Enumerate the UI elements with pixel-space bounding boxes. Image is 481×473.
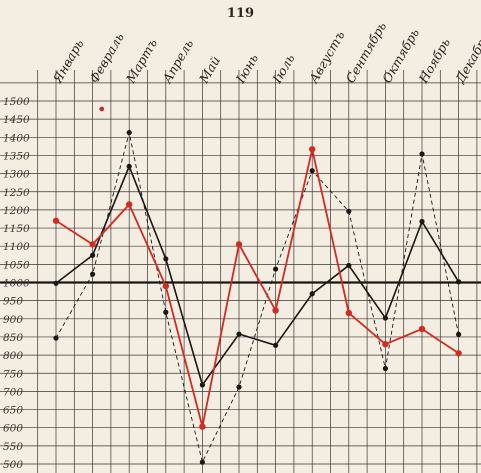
month-label: Мартъ (122, 36, 160, 86)
y-tick-label: 1350 (3, 150, 30, 162)
series-line-1 (55, 132, 460, 463)
month-label: Январь (49, 36, 87, 86)
y-tick-label: 650 (3, 405, 23, 417)
month-label: Іюль (269, 51, 298, 86)
data-point (272, 307, 279, 314)
data-point (89, 241, 96, 248)
y-tick-label: 1200 (3, 205, 30, 217)
data-point (273, 342, 279, 348)
series-line-2 (55, 148, 460, 428)
data-point (418, 325, 426, 333)
y-tick-label: 600 (3, 423, 23, 435)
data-point (52, 217, 60, 224)
data-point (199, 459, 205, 465)
data-point (345, 309, 352, 317)
data-point (273, 266, 279, 272)
data-point (419, 218, 425, 225)
data-point (346, 262, 352, 269)
data-point (419, 151, 425, 157)
month-label: Апрель (159, 37, 196, 87)
data-point (456, 279, 462, 285)
data-point (309, 291, 315, 297)
data-point (455, 350, 462, 357)
grid (0, 70, 481, 473)
y-tick-label: 1000 (3, 278, 30, 290)
y-tick-label: 750 (3, 368, 23, 380)
data-point (53, 335, 59, 341)
data-point (162, 282, 169, 290)
y-tick-label: 1050 (3, 259, 30, 271)
data-point (163, 256, 169, 262)
data-point (53, 280, 59, 286)
stray-point (99, 106, 105, 112)
data-point (90, 271, 96, 277)
series-line-0 (55, 165, 460, 386)
y-tick-label: 900 (3, 314, 23, 326)
data-point (382, 341, 389, 348)
y-tick-label: 800 (3, 350, 23, 362)
y-tick-label: 1150 (3, 223, 30, 235)
month-label: Ноябрь (415, 35, 453, 86)
y-tick-label: 850 (3, 332, 23, 344)
y-tick-label: 1500 (3, 96, 30, 108)
page-number: 119 (226, 6, 255, 21)
month-label: Іюнь (232, 51, 261, 86)
y-tick-label: 1250 (3, 187, 30, 199)
data-point (309, 146, 316, 153)
data-point (163, 309, 169, 315)
y-tick-label: 1300 (3, 169, 30, 181)
month-label: Февраль (86, 30, 127, 86)
y-tick-label: 550 (3, 441, 23, 453)
series-layer (52, 106, 462, 465)
data-point (236, 331, 242, 337)
y-tick-label: 700 (3, 386, 23, 398)
y-tick-label: 1100 (3, 241, 30, 253)
y-axis-labels: 500 550 600 650 700 750 800 850 900 950 1000 1050 11… (3, 96, 30, 471)
data-point (126, 129, 132, 136)
y-tick-label: 1400 (3, 132, 30, 144)
y-tick-label: 1450 (3, 114, 30, 126)
month-label: Августъ (305, 28, 347, 86)
data-point (90, 252, 96, 258)
y-tick-label: 500 (3, 459, 23, 471)
data-point (199, 382, 205, 388)
y-tick-label: 950 (3, 296, 23, 308)
data-point (382, 365, 388, 372)
data-point (456, 331, 462, 338)
data-point (235, 241, 243, 248)
data-point (126, 201, 133, 208)
month-label: Май (196, 53, 224, 86)
data-point (382, 315, 388, 321)
data-point (236, 384, 242, 390)
data-point (309, 168, 315, 174)
data-point (199, 423, 206, 430)
data-point (346, 208, 352, 214)
data-point (126, 163, 132, 169)
